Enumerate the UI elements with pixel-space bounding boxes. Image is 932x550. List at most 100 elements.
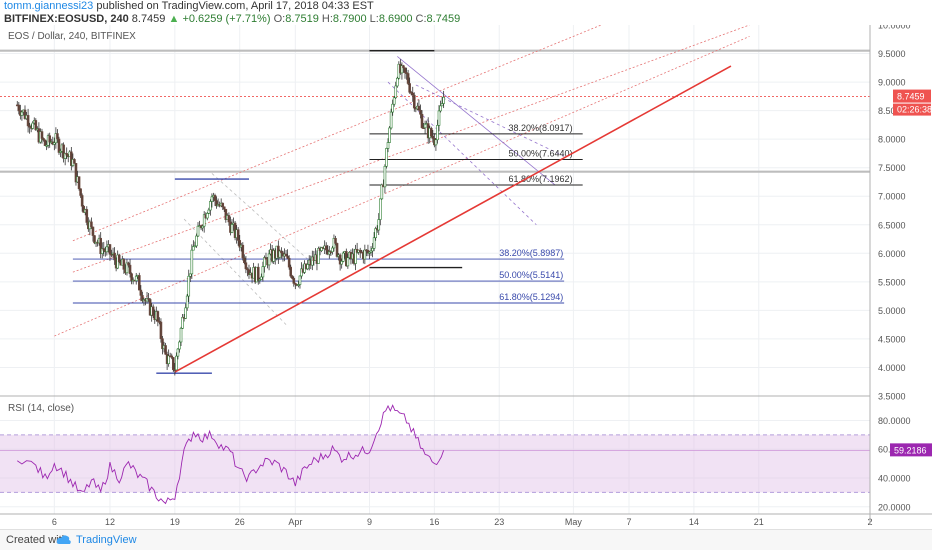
support-trendline: [174, 65, 732, 373]
candle-body: [34, 120, 38, 131]
countdown-badge: [893, 103, 931, 116]
candle-body: [377, 219, 381, 231]
candle-body: [210, 196, 214, 202]
candle-body: [207, 209, 211, 214]
candle-body: [369, 250, 373, 253]
candle-body: [238, 240, 242, 248]
candle-body: [335, 243, 339, 257]
candle-body: [188, 273, 192, 277]
candle-body: [195, 235, 198, 247]
candle-body: [241, 244, 245, 259]
candle-body: [244, 262, 248, 270]
candle-body: [151, 306, 155, 317]
candle-body: [213, 195, 217, 201]
candle-body: [258, 279, 262, 281]
candle-body: [209, 201, 212, 211]
price-change: +0.6259 (+7.71%): [182, 13, 271, 25]
gray-channel-line: [211, 173, 315, 266]
brand-link[interactable]: TradingView: [76, 534, 137, 546]
rsi-tick-label: 80.0000: [878, 416, 911, 426]
candle-body: [287, 257, 291, 268]
candle-body: [227, 215, 231, 223]
candle-body: [164, 345, 167, 355]
chart-canvas[interactable]: 38.20%(8.0917) 50.00%(7.6440) 61.80%(7.196…: [0, 25, 932, 550]
descending-channel-line: [397, 56, 556, 186]
candle-body: [159, 321, 163, 339]
candle-body: [110, 253, 113, 256]
candle-body: [434, 139, 438, 146]
price-badge-value: 8.7459: [897, 92, 925, 102]
candle-body: [386, 142, 390, 149]
candle-body: [378, 198, 382, 220]
close-label: C:: [415, 13, 427, 25]
price-tick-label: 8.0000: [878, 135, 906, 145]
candle-body: [179, 328, 183, 343]
candle-body: [267, 253, 271, 266]
candle-body: [134, 275, 138, 282]
candle-body: [187, 275, 191, 297]
low-label: L:: [369, 13, 379, 25]
candle-body: [138, 275, 141, 291]
candle-body: [91, 226, 95, 236]
candle-body: [366, 249, 370, 254]
candle-body: [371, 247, 374, 252]
candle-body: [320, 247, 323, 251]
candle-body: [65, 153, 69, 156]
price-tick-label: 10.0000: [878, 25, 911, 31]
fib-level-label: 50.00%(5.5141): [499, 270, 563, 280]
candle-body: [147, 298, 150, 300]
candle-body: [261, 266, 265, 278]
candle-body: [263, 257, 266, 267]
candle-body: [31, 122, 35, 129]
candle-body: [70, 151, 73, 166]
candle-body: [45, 145, 48, 147]
candle-body: [28, 125, 31, 128]
candle-body: [439, 105, 442, 112]
candle-body: [403, 67, 407, 73]
candle-body: [408, 83, 411, 93]
candle-body: [105, 246, 109, 253]
candle-body: [311, 256, 314, 266]
rsi-line: [17, 404, 445, 505]
candle-body: [297, 284, 300, 286]
candle-body: [402, 65, 405, 69]
candle-body: [358, 249, 362, 253]
author-link[interactable]: tomm.giannessi23: [4, 0, 94, 12]
candle-body: [161, 338, 164, 350]
candle-body: [442, 96, 445, 104]
candle-body: [175, 355, 178, 371]
candle-body: [181, 317, 184, 329]
price-tick-label: 4.0000: [878, 363, 906, 373]
candle-body: [57, 138, 61, 153]
candle-body: [405, 72, 408, 74]
candle-body: [389, 111, 393, 129]
candle-body: [247, 269, 251, 275]
time-tick-label: 19: [170, 517, 180, 527]
high-value: 8.7900: [332, 13, 367, 25]
price-tick-label: 5.0000: [878, 306, 906, 316]
candle-body: [125, 262, 129, 274]
candle-body: [215, 200, 218, 207]
candle-body: [329, 251, 333, 253]
high-label: H:: [321, 13, 333, 25]
price-tick-label: 9.5000: [878, 49, 906, 59]
candle-body: [185, 295, 189, 309]
time-tick-label: 21: [754, 517, 764, 527]
candle-body: [383, 165, 387, 188]
candle-body: [437, 110, 441, 126]
descending-channel-line: [387, 81, 537, 226]
price-tick-label: 9.0000: [878, 78, 906, 88]
candle-body: [48, 135, 52, 143]
candle-body: [40, 131, 44, 139]
candle-body: [298, 275, 302, 285]
tradingview-cloud-icon: [56, 535, 71, 544]
price-tick-label: 4.5000: [878, 334, 906, 344]
candle-body: [190, 249, 194, 275]
candle-body: [289, 266, 292, 277]
up-arrow-icon: ▲: [168, 13, 180, 25]
price-tick-label: 5.5000: [878, 277, 906, 287]
candle-body: [346, 257, 350, 267]
candle-body: [341, 252, 345, 262]
candle-body: [117, 254, 121, 263]
price-tick-label: 7.5000: [878, 163, 906, 173]
